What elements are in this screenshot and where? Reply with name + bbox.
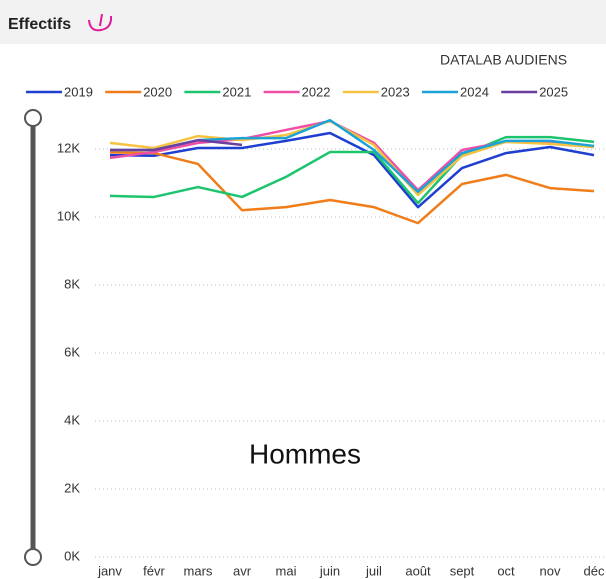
x-tick-label: sept: [450, 563, 475, 578]
y-tick-label: 4K: [64, 412, 80, 427]
annotation: Hommes: [249, 438, 361, 469]
slider-handle[interactable]: [24, 109, 42, 127]
x-tick-label: avr: [233, 563, 252, 578]
series-line: [109, 119, 595, 197]
x-tick-label: juil: [365, 563, 382, 578]
y-tick-label: 10K: [57, 208, 80, 223]
legend-label: 2019: [64, 84, 93, 99]
y-tick-label: 12K: [57, 140, 80, 155]
x-tick-label: août: [405, 563, 431, 578]
x-tick-label: mai: [276, 563, 297, 578]
range-slider[interactable]: [24, 109, 42, 566]
series-line: [110, 138, 243, 152]
header-background: [0, 0, 606, 44]
y-tick-label: 6K: [64, 344, 80, 359]
x-tick-label: juin: [319, 563, 340, 578]
legend-label: 2023: [381, 84, 410, 99]
chart-subtitle: DATALAB AUDIENS: [440, 52, 567, 68]
series-line: [109, 131, 595, 209]
legend-label: 2020: [143, 84, 172, 99]
legend-label: 2024: [460, 84, 489, 99]
y-tick-label: 0K: [64, 548, 80, 563]
legend-label: 2021: [222, 84, 251, 99]
y-tick-label: 2K: [64, 480, 80, 495]
x-tick-label: oct: [497, 563, 515, 578]
legend-label: 2022: [302, 84, 331, 99]
x-tick-label: févr: [143, 563, 165, 578]
slider-handle[interactable]: [24, 548, 42, 566]
chart-title: Effectifs: [8, 16, 71, 33]
x-tick-label: nov: [540, 563, 561, 578]
x-tick-label: janv: [97, 563, 122, 578]
series-line: [109, 151, 595, 225]
x-tick-label: mars: [184, 563, 213, 578]
info-icon: [88, 13, 113, 32]
series-line: [109, 135, 595, 205]
y-tick-label: 8K: [64, 276, 80, 291]
legend-label: 2025: [539, 84, 568, 99]
x-tick-label: déc: [584, 563, 605, 578]
